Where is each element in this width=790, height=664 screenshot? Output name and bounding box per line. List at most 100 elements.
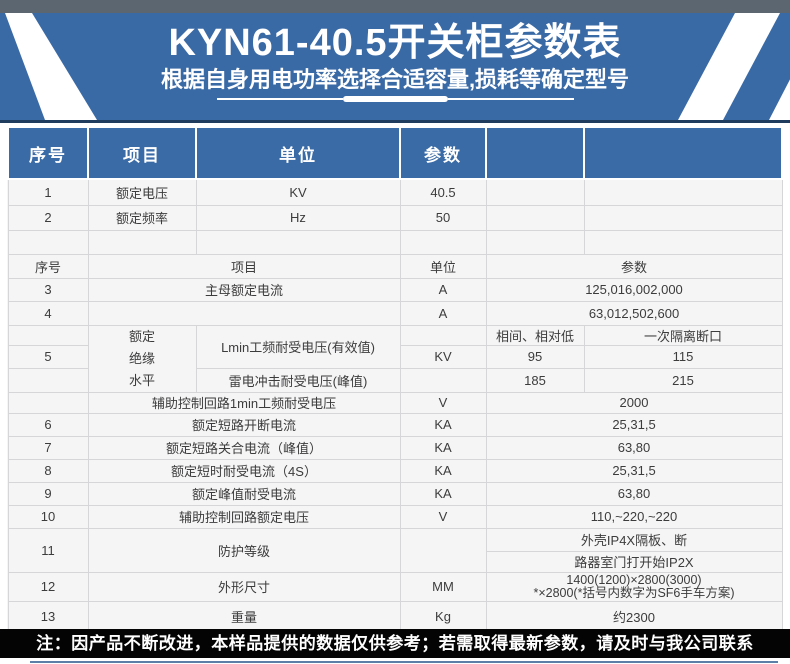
- page-subtitle: 根据自身用电功率选择合适容量,损耗等确定型号: [160, 67, 630, 92]
- empty-cell: [485, 229, 585, 255]
- protection-row: 11 防护等级 外壳IP4X隔板、断: [7, 527, 783, 573]
- footer-note: 注：因产品不断改进，本样品提供的数据仅供参考；若需取得最新参数，请及时与我公司联…: [0, 629, 790, 658]
- empty-cell: [399, 324, 487, 346]
- row-unit: MM: [399, 571, 487, 602]
- decorative-line: [216, 96, 574, 102]
- row-no: 10: [7, 504, 89, 529]
- table-row: 9 额定峰值耐受电流 KA 63,80: [7, 481, 783, 506]
- row-unit: KV: [399, 344, 487, 370]
- insulation-row: 雷电冲击耐受电压(峰值) 185 215: [7, 368, 783, 393]
- row-item: 主母额定电流: [87, 277, 401, 302]
- table-row: 8 额定短时耐受电流（4S） KA 25,31,5: [7, 458, 783, 483]
- row-unit: KA: [399, 412, 487, 437]
- row-unit: V: [399, 504, 487, 529]
- table-row: 13 重量 Kg 约2300: [7, 600, 783, 633]
- table-row: 10 辅助控制回路额定电压 V 110,~220,~220: [7, 504, 783, 529]
- empty-cell: [583, 178, 783, 206]
- header-cell-empty: [485, 126, 585, 180]
- header-cell-no: 序号: [7, 126, 89, 180]
- row-item: 额定短路关合电流（峰值）: [87, 435, 401, 460]
- empty-cell: [583, 204, 783, 231]
- row-param: 63,80: [485, 435, 783, 460]
- row-param: 1400(1200)×2800(3000) *×2800(*括号内数字为SF6手…: [485, 571, 783, 602]
- row-no: 12: [7, 571, 89, 602]
- table-row: 辅助控制回路1min工频耐受电压 V 2000: [7, 391, 783, 414]
- insulation-group-label: 额定 绝缘 水平: [87, 324, 197, 393]
- row-no: 3: [7, 277, 89, 302]
- row-param: 外壳IP4X隔板、断: [485, 527, 783, 552]
- row-unit: Kg: [399, 600, 487, 633]
- empty-cell: [7, 391, 89, 414]
- empty-cell: [399, 527, 487, 573]
- row-item: 辅助控制回路额定电压: [87, 504, 401, 529]
- banner-bottom-strip: [0, 120, 790, 123]
- subheader-param: 参数: [485, 253, 783, 279]
- page-title: KYN61-40.5开关柜参数表: [168, 22, 622, 64]
- empty-cell: [7, 229, 89, 255]
- row-item: 外形尺寸: [87, 571, 401, 602]
- table-row: 12 外形尺寸 MM 1400(1200)×2800(3000) *×2800(…: [7, 571, 783, 602]
- spacer-row: [7, 229, 783, 255]
- table-row: 6 额定短路开断电流 KA 25,31,5: [7, 412, 783, 437]
- row-unit: V: [399, 391, 487, 414]
- bottom-accent-line: [30, 661, 778, 663]
- empty-cell: [7, 324, 89, 346]
- row-param: 40.5: [399, 178, 487, 206]
- header-cell-unit: 单位: [195, 126, 401, 180]
- table-row: 7 额定短路关合电流（峰值） KA 63,80: [7, 435, 783, 460]
- row-item: 防护等级: [87, 527, 401, 573]
- row-no: 6: [7, 412, 89, 437]
- empty-cell: [399, 368, 487, 393]
- row-item: 辅助控制回路1min工频耐受电压: [87, 391, 401, 414]
- insulation-test1: Lmin工频耐受电压(有效值): [195, 324, 401, 370]
- row-param: 25,31,5: [485, 458, 783, 483]
- insulation-value-b2: 215: [583, 368, 783, 393]
- insulation-col-b-head: 一次隔离断口: [583, 324, 783, 346]
- row-no: 8: [7, 458, 89, 483]
- row-unit: KA: [399, 481, 487, 506]
- header-cell-item: 项目: [87, 126, 197, 180]
- empty-cell: [583, 229, 783, 255]
- empty-cell: [485, 204, 585, 231]
- row-param: 2000: [485, 391, 783, 414]
- banner: KYN61-40.5开关柜参数表 根据自身用电功率选择合适容量,损耗等确定型号: [0, 13, 790, 120]
- empty-cell: [485, 178, 585, 206]
- insulation-row: 额定 绝缘 水平 Lmin工频耐受电压(有效值) 相间、相对低 一次隔离断口: [7, 324, 783, 393]
- row-unit: KV: [195, 178, 401, 206]
- top-grey-bar: [0, 0, 790, 13]
- table-row: 4 A 63,012,502,600: [7, 300, 783, 326]
- row-no: 1: [7, 178, 89, 206]
- row-unit: Hz: [195, 204, 401, 231]
- row-item: 额定峰值耐受电流: [87, 481, 401, 506]
- subheader-item: 项目: [87, 253, 401, 279]
- empty-cell: [195, 229, 401, 255]
- header-cell-empty: [583, 126, 783, 180]
- row-param: 约2300: [485, 600, 783, 633]
- row-param: 63,012,502,600: [485, 300, 783, 326]
- row-unit: KA: [399, 458, 487, 483]
- header-cell-param: 参数: [399, 126, 487, 180]
- table-row: 2 额定频率 Hz 50: [7, 204, 783, 231]
- table-row: 1 额定电压 KV 40.5: [7, 178, 783, 206]
- row-item: [87, 300, 401, 326]
- subheader-row: 序号 项目 单位 参数: [7, 253, 783, 279]
- empty-cell: [87, 229, 197, 255]
- row-param: 25,31,5: [485, 412, 783, 437]
- insulation-row: 5 KV 95 115: [7, 344, 783, 370]
- dimensions-line2: *×2800(*括号内数字为SF6手车方案): [533, 585, 735, 600]
- row-item: 额定频率: [87, 204, 197, 231]
- row-param: 63,80: [485, 481, 783, 506]
- row-param: 110,~220,~220: [485, 504, 783, 529]
- empty-cell: [7, 368, 89, 393]
- row-no: 13: [7, 600, 89, 633]
- row-no: 7: [7, 435, 89, 460]
- row-no: 9: [7, 481, 89, 506]
- row-unit: KA: [399, 435, 487, 460]
- protection-row: 路器室门打开始IP2X: [8, 550, 783, 573]
- table-row: 3 主母额定电流 A 125,016,002,000: [7, 277, 783, 302]
- row-item: 额定短路开断电流: [87, 412, 401, 437]
- row-no: 5: [7, 344, 89, 370]
- row-item: 重量: [87, 600, 401, 633]
- dimensions-line1: 1400(1200)×2800(3000): [566, 572, 702, 587]
